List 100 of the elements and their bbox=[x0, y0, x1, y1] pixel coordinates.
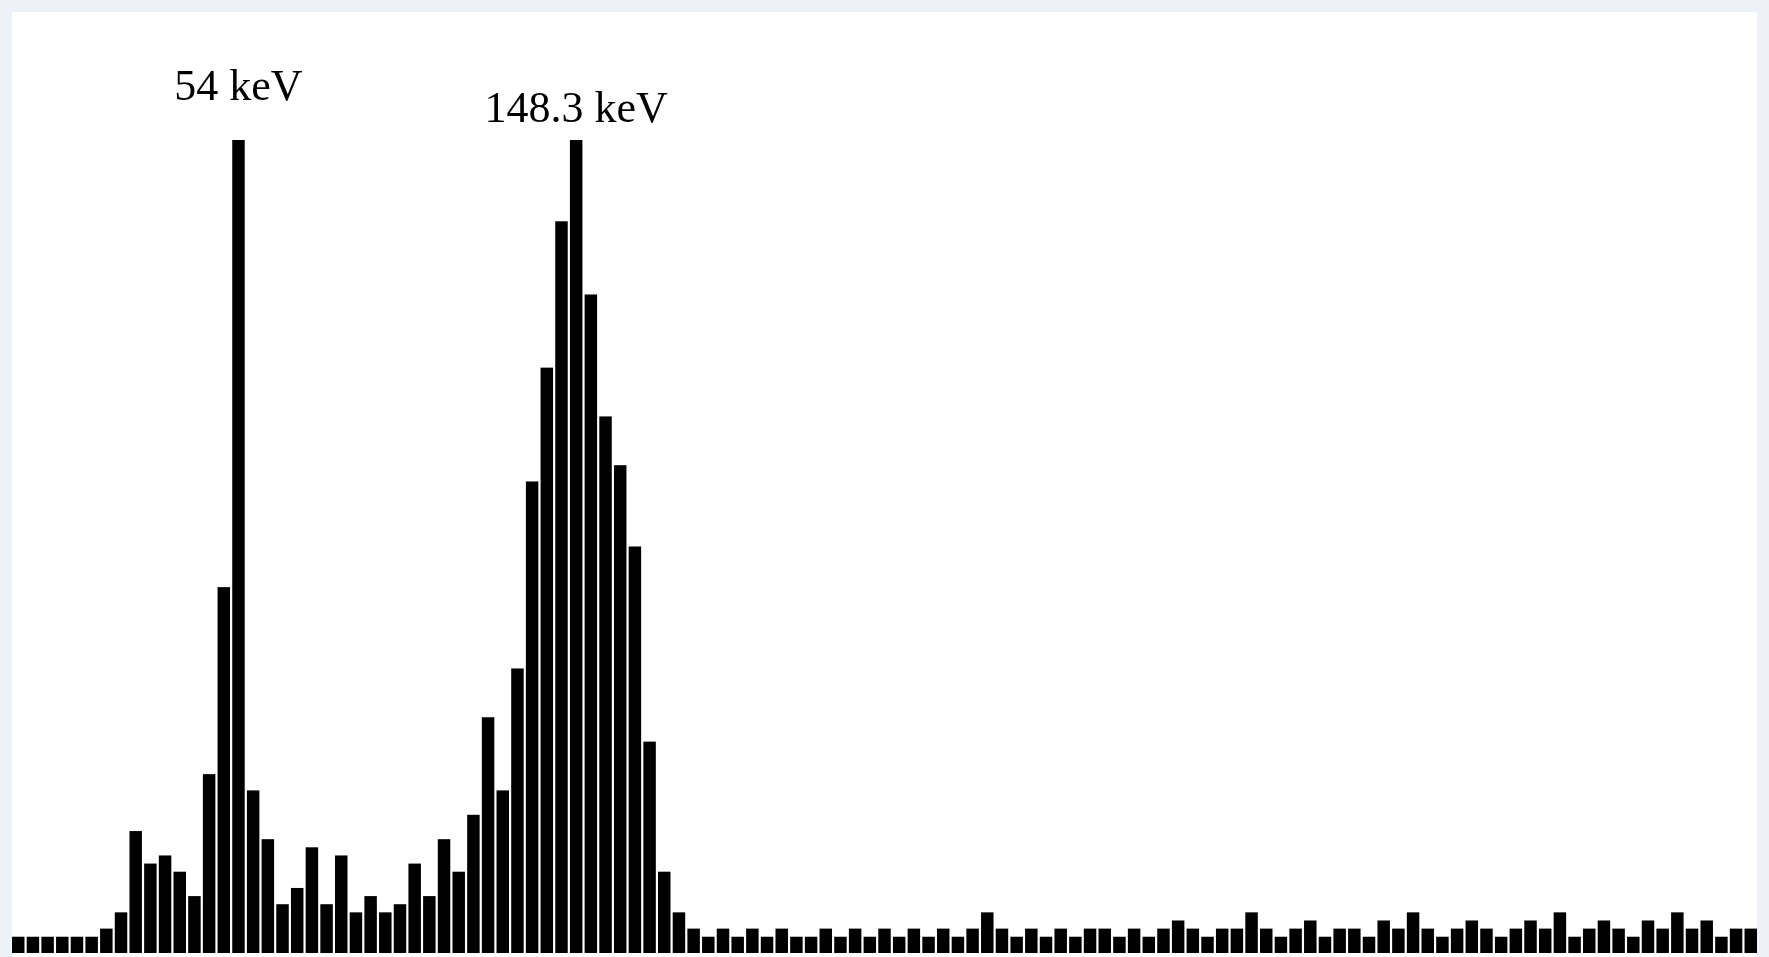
bar bbox=[1524, 920, 1537, 953]
bar bbox=[555, 221, 568, 953]
bar bbox=[364, 896, 377, 953]
bar bbox=[467, 814, 480, 953]
bar bbox=[1142, 936, 1156, 953]
bar bbox=[1597, 920, 1611, 953]
bar bbox=[760, 936, 774, 953]
bar bbox=[1245, 912, 1258, 953]
bar bbox=[1304, 920, 1317, 953]
bar bbox=[1494, 936, 1508, 953]
bar bbox=[1700, 920, 1713, 953]
bar bbox=[848, 928, 862, 953]
bar bbox=[452, 871, 465, 953]
bar bbox=[290, 887, 304, 953]
bar bbox=[335, 855, 348, 953]
bar bbox=[1465, 920, 1479, 953]
bar bbox=[1348, 928, 1361, 953]
bar bbox=[834, 936, 847, 953]
bar bbox=[144, 863, 157, 953]
bar bbox=[1127, 928, 1141, 953]
bar bbox=[569, 140, 583, 953]
text: 54 keV bbox=[174, 61, 303, 110]
bar bbox=[1289, 928, 1302, 953]
bar bbox=[1509, 928, 1523, 953]
bar bbox=[613, 465, 627, 953]
bar bbox=[1538, 928, 1552, 953]
bar bbox=[1553, 912, 1567, 953]
bar bbox=[1010, 936, 1023, 953]
bar bbox=[1377, 920, 1390, 953]
bar bbox=[305, 847, 319, 953]
bar bbox=[1186, 928, 1200, 953]
bar bbox=[85, 936, 98, 953]
bar bbox=[687, 928, 700, 953]
bar bbox=[246, 790, 260, 953]
bar bbox=[1362, 936, 1376, 953]
bar bbox=[702, 936, 715, 953]
bar bbox=[56, 936, 69, 953]
bar bbox=[1406, 912, 1420, 953]
bar bbox=[540, 367, 554, 953]
bar bbox=[599, 416, 612, 953]
bar bbox=[1641, 920, 1655, 953]
bar bbox=[1113, 936, 1126, 953]
bar bbox=[775, 928, 788, 953]
bar bbox=[129, 831, 142, 953]
bar bbox=[217, 587, 231, 953]
bar bbox=[511, 668, 524, 953]
bar bbox=[379, 912, 392, 953]
bar bbox=[628, 546, 642, 953]
bar bbox=[1230, 928, 1244, 953]
bar bbox=[393, 904, 407, 953]
bar bbox=[966, 928, 979, 953]
bar bbox=[349, 912, 363, 953]
bar bbox=[790, 936, 803, 953]
bar bbox=[1436, 936, 1449, 953]
bar bbox=[1069, 936, 1082, 953]
bar bbox=[481, 717, 495, 953]
bar bbox=[158, 855, 172, 953]
bar bbox=[1729, 928, 1743, 953]
bar bbox=[202, 774, 216, 953]
bar bbox=[1480, 928, 1493, 953]
bar bbox=[1715, 936, 1728, 953]
bar bbox=[261, 839, 275, 953]
bar bbox=[1215, 928, 1229, 953]
bar bbox=[173, 871, 186, 953]
bar bbox=[408, 863, 421, 953]
bar bbox=[1098, 928, 1111, 953]
bar bbox=[1260, 928, 1273, 953]
bar bbox=[1025, 928, 1038, 953]
bar bbox=[100, 928, 113, 953]
bar bbox=[1450, 928, 1464, 953]
bar bbox=[1083, 928, 1097, 953]
bar bbox=[584, 294, 598, 953]
bar bbox=[320, 904, 333, 953]
bar bbox=[26, 936, 40, 953]
bar bbox=[672, 912, 686, 953]
bar bbox=[922, 936, 935, 953]
bar bbox=[188, 896, 201, 953]
bar bbox=[1392, 928, 1405, 953]
bar bbox=[981, 912, 994, 953]
bar bbox=[1274, 936, 1288, 953]
bar bbox=[643, 741, 656, 953]
bar bbox=[863, 936, 877, 953]
bar bbox=[1583, 928, 1596, 953]
bar bbox=[878, 928, 891, 953]
bar bbox=[437, 839, 451, 953]
bar bbox=[496, 790, 509, 953]
bar bbox=[423, 896, 436, 953]
bar bbox=[746, 928, 759, 953]
bar bbox=[951, 936, 965, 953]
bar bbox=[1201, 936, 1214, 953]
bar bbox=[1671, 912, 1684, 953]
bar bbox=[1612, 928, 1625, 953]
bar bbox=[804, 936, 818, 953]
bar bbox=[1054, 928, 1067, 953]
bar bbox=[276, 904, 289, 953]
bar bbox=[936, 928, 950, 953]
bar bbox=[658, 871, 671, 953]
bar bbox=[1318, 936, 1332, 953]
bar bbox=[70, 936, 84, 953]
bar bbox=[1744, 928, 1757, 953]
